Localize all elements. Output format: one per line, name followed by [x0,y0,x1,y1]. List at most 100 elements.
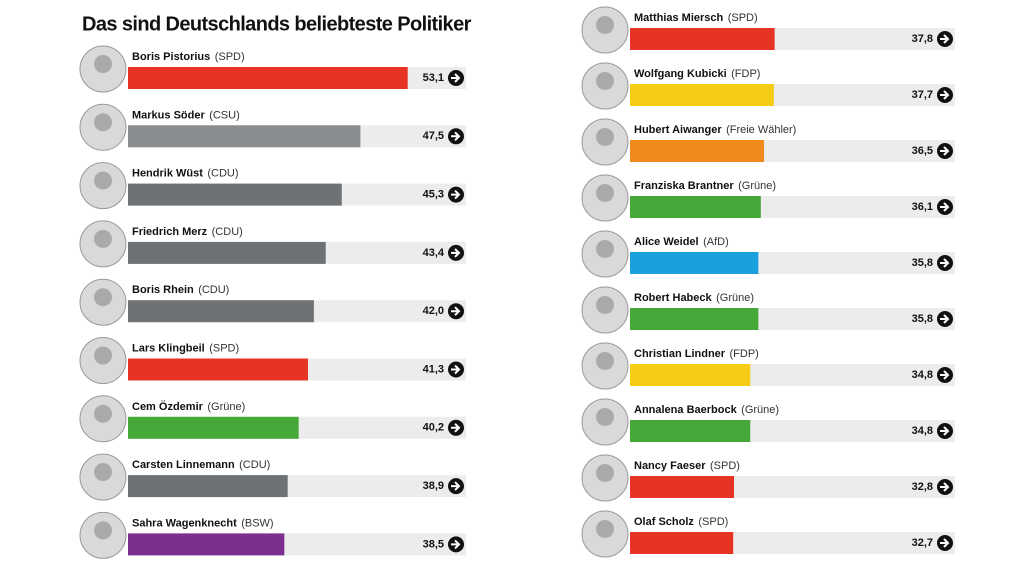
portrait-head [94,171,112,190]
portrait-head [94,55,112,73]
party: (SPD) [215,51,245,63]
value-label: 37,8 [912,33,933,45]
bar [630,28,775,50]
bar [128,358,308,381]
party: (CDU) [239,459,270,471]
politician-name: Christian Lindner [634,348,726,360]
party: (Grüne) [207,401,245,413]
bar-label: Lars Klingbeil (SPD) [132,340,239,357]
trend-arrow [940,426,950,436]
value-label: 42,0 [423,305,444,317]
bar-label: Matthias Miersch (SPD) [634,9,758,26]
trend-arrow [451,481,461,491]
bar-label: Sahra Wagenknecht (BSW) [132,515,274,532]
value-label: 35,8 [912,257,933,269]
value-label: 45,3 [423,189,444,201]
politician-name: Matthias Miersch [634,12,724,24]
trend-arrow [451,539,461,550]
bar-label: Wolfgang Kubicki (FDP) [634,65,760,82]
value-label: 32,7 [912,537,933,549]
trend-arrow [451,423,461,433]
bar-label: Carsten Linnemann (CDU) [132,456,270,473]
party: (Grüne) [741,404,779,416]
politician-name: Hendrik Wüst [132,168,203,180]
value-label: 53,1 [423,72,444,84]
party: (BSW) [241,517,273,529]
value-label: 37,7 [912,89,933,101]
bar [128,300,314,323]
bar-label: Hendrik Wüst (CDU) [132,165,239,182]
politician-name: Markus Söder [132,109,205,121]
portrait-head [94,404,112,423]
bar-label: Cem Özdemir (Grüne) [132,398,245,415]
value-label: 38,9 [423,480,444,492]
bar [630,364,751,386]
party: (CDU) [207,168,238,180]
party: (Grüne) [716,292,754,304]
bar [128,533,285,556]
value-label: 41,3 [423,363,444,375]
politician-name: Wolfgang Kubicki [634,68,727,80]
portrait-head [94,288,112,307]
party: (CDU) [198,284,229,296]
politician-name: Nancy Faeser [634,460,706,472]
value-label: 36,5 [912,145,933,157]
value-label: 40,2 [423,422,444,434]
party: (SPD) [728,12,758,24]
portrait-head [596,128,614,146]
bar [630,140,765,162]
bar-label: Markus Söder (CSU) [132,107,240,124]
bar [128,241,326,264]
bar-label: Robert Habeck (Grüne) [634,289,754,306]
bar [128,183,342,206]
bar-label: Hubert Aiwanger (Freie Wähler) [634,121,796,138]
portrait-head [596,296,614,314]
portrait-head [94,229,112,248]
portrait-head [94,113,112,132]
value-label: 38,5 [423,538,444,550]
bar [128,125,361,148]
portrait-head [596,184,614,202]
bar-label: Nancy Faeser (SPD) [634,457,740,474]
bar-label: Christian Lindner (FDP) [634,345,759,362]
party: (FDP) [730,348,759,360]
portrait-head [596,72,614,90]
portrait-head [94,521,112,540]
value-label: 43,4 [423,247,445,259]
value-label: 34,8 [912,425,933,437]
trend-arrow [451,189,461,200]
chart-title: Das sind Deutschlands beliebteste Politi… [82,13,472,35]
party: (SPD) [209,342,239,354]
bar-label: Annalena Baerbock (Grüne) [634,401,779,418]
politician-name: Lars Klingbeil [132,342,205,354]
bar-label: Friedrich Merz (CDU) [132,223,243,240]
politician-name: Boris Pistorius [132,51,210,63]
politician-name: Alice Weidel [634,236,699,248]
party: (SPD) [698,516,728,528]
trend-arrow [940,314,950,324]
bar [128,416,299,439]
trend-arrow [451,364,461,375]
trend-arrow [940,90,950,100]
politician-name: Olaf Scholz [634,516,694,528]
portrait-head [596,520,614,538]
bar-label: Franziska Brantner (Grüne) [634,177,776,194]
party: (SPD) [710,460,740,472]
bar-label: Olaf Scholz (SPD) [634,513,728,530]
trend-arrow [940,538,950,548]
portrait-head [596,408,614,426]
trend-arrow [940,482,950,492]
trend-arrow [940,34,950,44]
trend-arrow [451,306,461,316]
bar [630,476,734,498]
party: (Freie Wähler) [726,124,796,136]
politician-name: Annalena Baerbock [634,404,738,416]
trend-arrow [451,131,461,142]
bar [630,84,774,106]
bar [128,475,288,498]
party: (AfD) [703,236,729,248]
portrait-head [596,240,614,258]
bar [630,420,751,442]
trend-arrow [451,73,461,83]
politician-name: Sahra Wagenknecht [132,517,237,529]
